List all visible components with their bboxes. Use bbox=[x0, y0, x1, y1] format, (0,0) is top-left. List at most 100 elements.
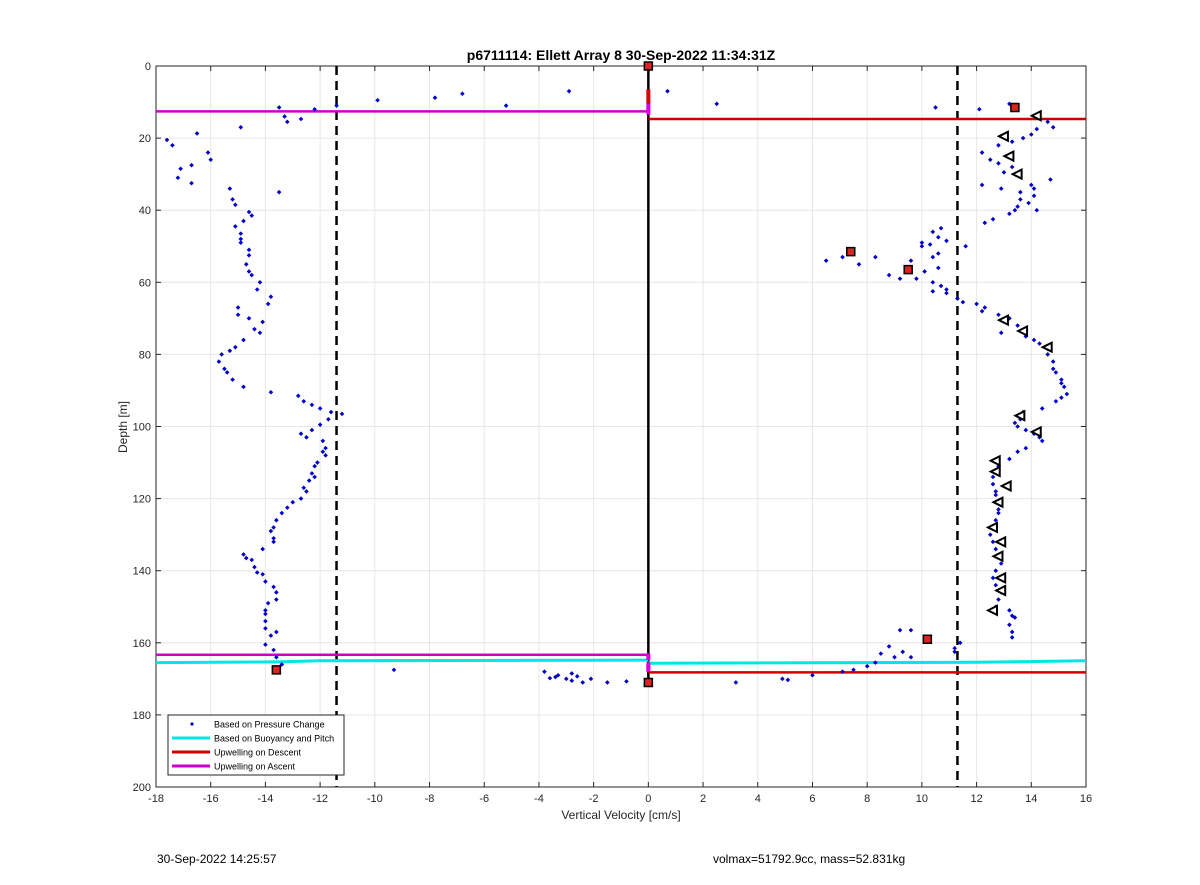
data-point bbox=[993, 517, 999, 523]
data-point bbox=[323, 453, 328, 458]
data-point bbox=[840, 254, 845, 260]
data-point bbox=[979, 150, 985, 155]
data-point bbox=[1045, 119, 1051, 125]
triangle-marker bbox=[996, 130, 1009, 143]
data-point bbox=[996, 507, 1001, 512]
data-point bbox=[326, 416, 331, 422]
data-point bbox=[274, 590, 279, 595]
data-point bbox=[304, 435, 309, 440]
data-point bbox=[1026, 200, 1031, 206]
data-point bbox=[1039, 438, 1045, 444]
x-tick-label: -6 bbox=[479, 793, 489, 805]
data-point bbox=[271, 525, 276, 530]
data-point bbox=[993, 568, 999, 573]
chart-title: p6711114: Ellett Array 8 30-Sep-2022 11:… bbox=[467, 47, 776, 63]
data-point bbox=[246, 269, 252, 274]
highlight-marker bbox=[643, 61, 654, 71]
data-point bbox=[930, 289, 936, 294]
data-point bbox=[714, 101, 720, 107]
data-point bbox=[268, 528, 274, 534]
data-point bbox=[1007, 456, 1012, 462]
data-point bbox=[320, 438, 326, 444]
data-point bbox=[1018, 189, 1023, 195]
triangle-marker bbox=[996, 314, 1009, 327]
data-point bbox=[189, 180, 194, 186]
data-point bbox=[1059, 380, 1064, 386]
data-point bbox=[878, 651, 884, 656]
data-point bbox=[246, 316, 252, 321]
data-point bbox=[914, 276, 919, 281]
triangle-marker bbox=[1015, 324, 1029, 338]
plot-area: -18 -16 -14 -12 -10 -8 -6 -4 -2 0 2 4 6 8 10 12 14 160204… bbox=[133, 61, 1092, 805]
data-point bbox=[996, 510, 1001, 516]
data-point bbox=[1031, 186, 1037, 191]
zero-axis-marker bbox=[646, 100, 651, 105]
data-point bbox=[990, 575, 996, 581]
data-point bbox=[241, 552, 246, 557]
data-point bbox=[563, 676, 569, 682]
data-point bbox=[1034, 126, 1040, 132]
data-point bbox=[323, 445, 328, 451]
data-point bbox=[257, 330, 263, 336]
highlight-marker bbox=[846, 246, 856, 257]
data-point bbox=[260, 572, 265, 577]
data-point bbox=[246, 247, 252, 253]
data-point bbox=[996, 312, 1001, 318]
y-tick-label: 100 bbox=[133, 422, 151, 434]
data-point bbox=[1061, 384, 1067, 390]
data-point bbox=[274, 517, 279, 523]
data-point bbox=[282, 114, 287, 119]
data-point bbox=[249, 272, 255, 278]
data-point bbox=[996, 463, 1001, 469]
data-point bbox=[873, 660, 878, 665]
data-point bbox=[284, 505, 290, 510]
data-point bbox=[974, 301, 979, 307]
data-point bbox=[304, 489, 309, 494]
data-point bbox=[555, 672, 561, 678]
data-point bbox=[274, 597, 279, 602]
data-point bbox=[990, 539, 996, 545]
data-point bbox=[227, 348, 233, 354]
data-point bbox=[569, 671, 575, 676]
triangle-marker bbox=[985, 604, 998, 617]
data-point bbox=[233, 224, 238, 229]
data-point bbox=[944, 290, 949, 296]
data-point bbox=[998, 330, 1004, 336]
data-point bbox=[276, 105, 282, 110]
zero-axis-marker bbox=[646, 110, 651, 115]
triangle-marker bbox=[1029, 109, 1042, 122]
data-point bbox=[665, 88, 670, 94]
data-point bbox=[996, 161, 1001, 166]
data-point bbox=[263, 611, 268, 617]
data-point bbox=[955, 296, 960, 301]
y-tick-label: 0 bbox=[145, 61, 151, 73]
data-point bbox=[963, 243, 968, 249]
x-tick-label: 14 bbox=[1025, 793, 1037, 805]
highlight-marker bbox=[903, 264, 913, 275]
data-point bbox=[301, 485, 307, 491]
data-point bbox=[312, 474, 317, 480]
data-point bbox=[274, 654, 279, 660]
data-point bbox=[1059, 377, 1064, 382]
data-point bbox=[284, 119, 290, 125]
data-point bbox=[840, 669, 845, 674]
data-point bbox=[224, 370, 230, 375]
data-point bbox=[503, 103, 509, 108]
data-point bbox=[864, 663, 870, 669]
data-point bbox=[897, 276, 903, 281]
data-point bbox=[216, 359, 222, 364]
data-point bbox=[897, 627, 903, 633]
data-point bbox=[1031, 193, 1037, 199]
data-point bbox=[208, 157, 214, 163]
data-point bbox=[243, 261, 249, 267]
x-tick-label: 12 bbox=[970, 793, 982, 805]
data-point bbox=[241, 218, 246, 224]
y-tick-label: 60 bbox=[139, 277, 151, 289]
y-tick-label: 80 bbox=[139, 349, 151, 361]
data-point bbox=[982, 220, 988, 226]
data-point bbox=[566, 88, 572, 94]
data-point bbox=[252, 564, 257, 570]
data-point bbox=[569, 678, 575, 683]
data-point bbox=[241, 337, 246, 343]
data-point bbox=[279, 510, 285, 516]
